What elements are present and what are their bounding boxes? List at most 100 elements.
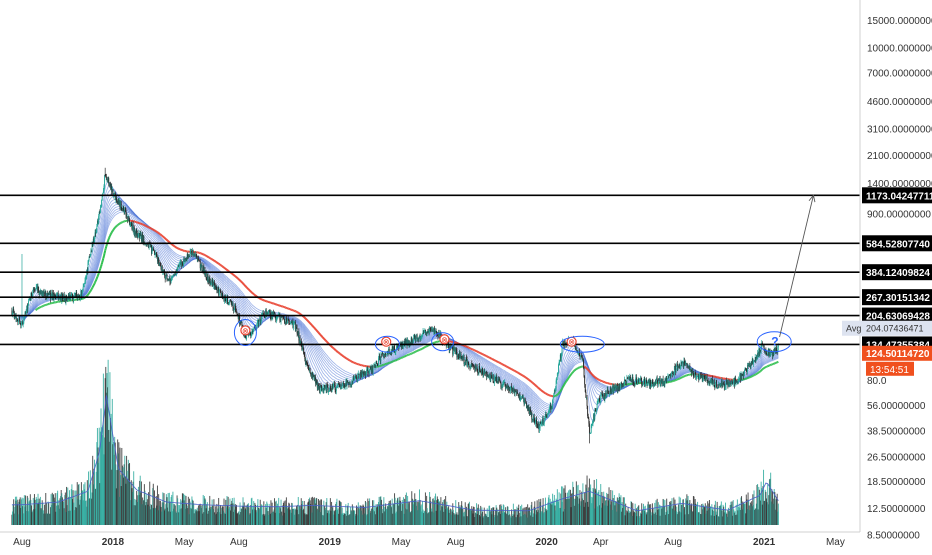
ma-segment <box>574 370 575 371</box>
ma-segment <box>250 290 251 291</box>
ma-segment <box>166 239 167 240</box>
ma-segment <box>336 350 337 351</box>
candle <box>585 389 586 397</box>
ma-segment <box>315 328 316 329</box>
annotations: ⊗⊗⊗⊗? <box>234 195 815 352</box>
ma-segment <box>321 336 322 337</box>
sell-marker[interactable]: ⊗ <box>567 337 576 347</box>
ma-segment <box>560 391 561 392</box>
price-tick-label: 8.50000000 <box>867 531 920 542</box>
ma-segment <box>539 388 540 389</box>
ma-segment <box>564 384 565 385</box>
ma-segment <box>323 337 324 338</box>
ma-segment <box>169 242 170 243</box>
ma-segment <box>318 333 319 334</box>
price-tick-label: 18.50000000 <box>867 477 926 488</box>
ma-segment <box>162 235 163 236</box>
ma-segment <box>96 278 97 279</box>
ma-segment <box>166 239 167 240</box>
ma-segment <box>119 224 120 225</box>
ma-segment <box>311 325 312 326</box>
volume-bar <box>778 504 779 525</box>
candle <box>373 366 374 376</box>
ma-segment <box>559 393 560 394</box>
ma-segment <box>589 371 590 372</box>
ma-segment <box>534 384 535 385</box>
ma-segment <box>91 289 92 290</box>
level-label: 267.30151342 <box>862 289 932 305</box>
ribbon-line <box>18 208 779 408</box>
candle <box>22 254 23 325</box>
ma-segment <box>569 377 570 378</box>
ma-segment <box>327 342 328 343</box>
level-label: 384.12409824 <box>862 264 932 280</box>
ma-segment <box>587 369 588 370</box>
ma-segment <box>238 279 239 280</box>
candle <box>589 421 590 443</box>
ribbon-line <box>18 206 779 409</box>
ma-segment <box>333 348 334 349</box>
ma-segment <box>88 294 89 295</box>
time-tick-label: 2021 <box>753 537 776 548</box>
ma-segment <box>314 327 315 328</box>
ma-segment <box>761 371 762 372</box>
time-tick-label: Apr <box>593 537 609 548</box>
candle <box>198 256 199 262</box>
ma-segment <box>306 319 307 320</box>
price-tick-label: 1400.00000000 <box>867 179 932 190</box>
ma-segment <box>307 320 308 321</box>
ma-segment <box>95 281 96 282</box>
ma-segment <box>537 386 538 387</box>
ma-segment <box>559 392 560 393</box>
ma-segment <box>245 286 246 287</box>
ma-segment <box>168 241 169 242</box>
ema-ribbon <box>18 181 779 425</box>
ma-segment <box>317 331 318 332</box>
ma-segment <box>562 388 563 389</box>
ma-segment <box>592 374 593 375</box>
ma-segment <box>531 382 532 383</box>
ma-segment <box>242 283 243 284</box>
ma-segment <box>116 226 117 227</box>
ma-segment <box>328 343 329 344</box>
ma-segment <box>248 289 249 290</box>
sell-marker[interactable]: ⊗ <box>382 337 391 347</box>
price-tick-label: 26.50000000 <box>867 452 926 463</box>
ma-segment <box>331 346 332 347</box>
ma-segment <box>236 277 237 278</box>
sell-marker[interactable]: ⊗ <box>440 335 449 345</box>
ma-segment <box>563 386 564 387</box>
time-tick-label: May <box>392 537 411 548</box>
ma-segment <box>253 294 254 295</box>
ma-segment <box>586 368 587 369</box>
ma-segment <box>570 374 571 375</box>
price-tick-label: 12.50000000 <box>867 504 926 515</box>
ma-segment <box>324 339 325 340</box>
price-tick-label: 7000.00000000 <box>867 68 932 79</box>
ma-segment <box>247 287 248 288</box>
sell-marker[interactable]: ⊗ <box>241 326 250 336</box>
ma-segment <box>237 278 238 279</box>
ma-segment <box>252 293 253 294</box>
ma-segment <box>93 285 94 286</box>
ma-segment <box>90 291 91 292</box>
ma-segment <box>323 338 324 339</box>
ma-segment <box>565 382 566 383</box>
ma-segment <box>165 238 166 239</box>
ma-segment <box>98 274 99 276</box>
ma-segment <box>97 275 98 276</box>
ma-segment <box>116 226 117 227</box>
ma-segment <box>567 380 568 381</box>
ma-segment <box>240 281 241 282</box>
candle <box>553 398 554 404</box>
ma-segment <box>102 262 103 264</box>
time-tick-label: 2020 <box>536 537 559 548</box>
ma-segment <box>330 345 331 346</box>
ma-segment <box>110 235 111 236</box>
ma-segment <box>590 372 591 373</box>
ma-segment <box>103 258 104 260</box>
ma-segment <box>320 334 321 335</box>
ma-segment <box>560 391 561 392</box>
